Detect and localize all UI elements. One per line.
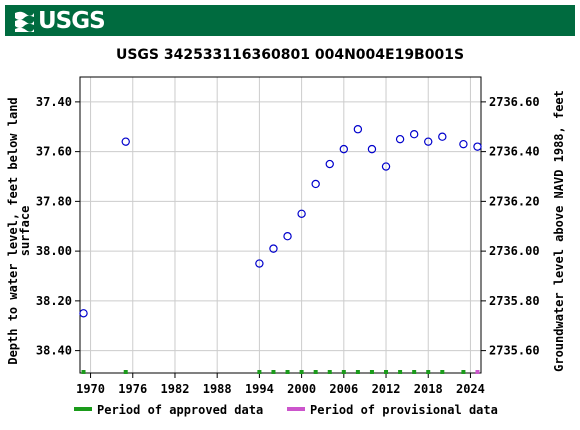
data-point: [367, 144, 377, 154]
x-tick-label: 1970: [76, 382, 105, 396]
approved-mark: [440, 370, 445, 374]
legend-swatch: [287, 407, 305, 411]
usgs-wave-icon: [15, 11, 34, 32]
x-tick-label: 2024: [456, 382, 485, 396]
y-axis-right-label: Groundwater level above NAVD 1988, feet: [552, 90, 566, 372]
y-left-tick-label: 38.20: [36, 294, 72, 308]
data-point: [121, 137, 130, 146]
data-point: [438, 132, 447, 141]
data-point: [395, 134, 405, 144]
approved-mark: [398, 370, 403, 374]
y-axis-right: 2736.60 2736.40 2736.20 2736.00 2735.80 2735.…: [481, 95, 540, 358]
approved-mark: [412, 370, 417, 374]
approved-mark: [81, 370, 86, 374]
approved-mark: [299, 370, 304, 374]
data-point: [339, 144, 349, 154]
legend-swatch: [74, 407, 92, 411]
chart-title: USGS 342533116360801 004N004E19B001S: [116, 47, 464, 63]
y-right-tick-label: 2735.60: [489, 344, 540, 358]
data-point: [381, 162, 391, 171]
data-point: [255, 259, 264, 268]
y-axis-left-label: Depth to water level, feet below landsur…: [6, 97, 32, 364]
data-point: [409, 130, 419, 139]
approved-mark: [313, 370, 318, 374]
provisional-mark: [475, 370, 480, 374]
y-left-label-line: surface: [18, 206, 32, 257]
x-tick-label: 2018: [414, 382, 443, 396]
y-left-tick-label: 37.60: [36, 145, 72, 159]
x-tick-label: 2000: [287, 382, 316, 396]
approved-mark: [327, 370, 332, 374]
x-tick-label: 1976: [118, 382, 147, 396]
approved-mark: [257, 370, 262, 374]
x-axis: 1970 1976 1982 1988 1994 2000 2006 2012 2018 2024: [76, 373, 485, 396]
legend: Period of approved data Period of provisi…: [74, 403, 498, 417]
data-point: [79, 309, 88, 318]
approved-mark: [341, 370, 346, 374]
data-point: [424, 137, 433, 146]
y-right-tick-label: 2736.00: [489, 244, 540, 258]
y-axis-left: 37.40 37.60 37.80 38.00 38.20 38.40: [36, 95, 80, 358]
legend-label: Period of approved data: [97, 403, 263, 417]
y-right-tick-label: 2736.40: [489, 145, 540, 159]
y-right-tick-label: 2736.20: [489, 194, 540, 208]
y-left-tick-label: 38.00: [36, 244, 72, 258]
approved-mark: [123, 370, 128, 374]
data-point: [459, 139, 468, 149]
data-point: [269, 244, 278, 253]
approved-mark: [369, 370, 374, 374]
approved-mark: [426, 370, 431, 374]
data-point: [283, 231, 292, 241]
data-points: [79, 125, 482, 318]
data-point: [311, 179, 320, 189]
x-tick-label: 2006: [329, 382, 358, 396]
data-point: [353, 125, 363, 134]
approved-mark: [461, 370, 466, 374]
y-right-tick-label: 2736.60: [489, 95, 540, 109]
approved-mark: [355, 370, 360, 374]
data-point: [297, 209, 306, 219]
approved-mark: [285, 370, 290, 374]
usgs-logo[interactable]: USGS: [13, 7, 106, 34]
plot-area: [79, 76, 482, 374]
approved-mark: [271, 370, 276, 374]
usgs-header-bar: USGS: [5, 5, 575, 36]
x-tick-label: 1982: [161, 382, 190, 396]
y-right-tick-label: 2735.80: [489, 294, 540, 308]
data-point: [473, 142, 482, 151]
data-point: [325, 159, 334, 169]
x-tick-label: 2012: [372, 382, 401, 396]
y-left-tick-label: 37.40: [36, 95, 72, 109]
approved-mark: [384, 370, 389, 374]
x-tick-label: 1988: [203, 382, 232, 396]
y-left-label-line: Depth to water level, feet below land: [6, 97, 20, 364]
approval-marks: [81, 370, 480, 374]
y-left-tick-label: 38.40: [36, 344, 72, 358]
y-left-tick-label: 37.80: [36, 194, 72, 208]
legend-label: Period of provisional data: [310, 403, 498, 417]
x-tick-label: 1994: [245, 382, 274, 396]
grid: [80, 77, 481, 373]
usgs-logo-text: USGS: [38, 7, 106, 34]
